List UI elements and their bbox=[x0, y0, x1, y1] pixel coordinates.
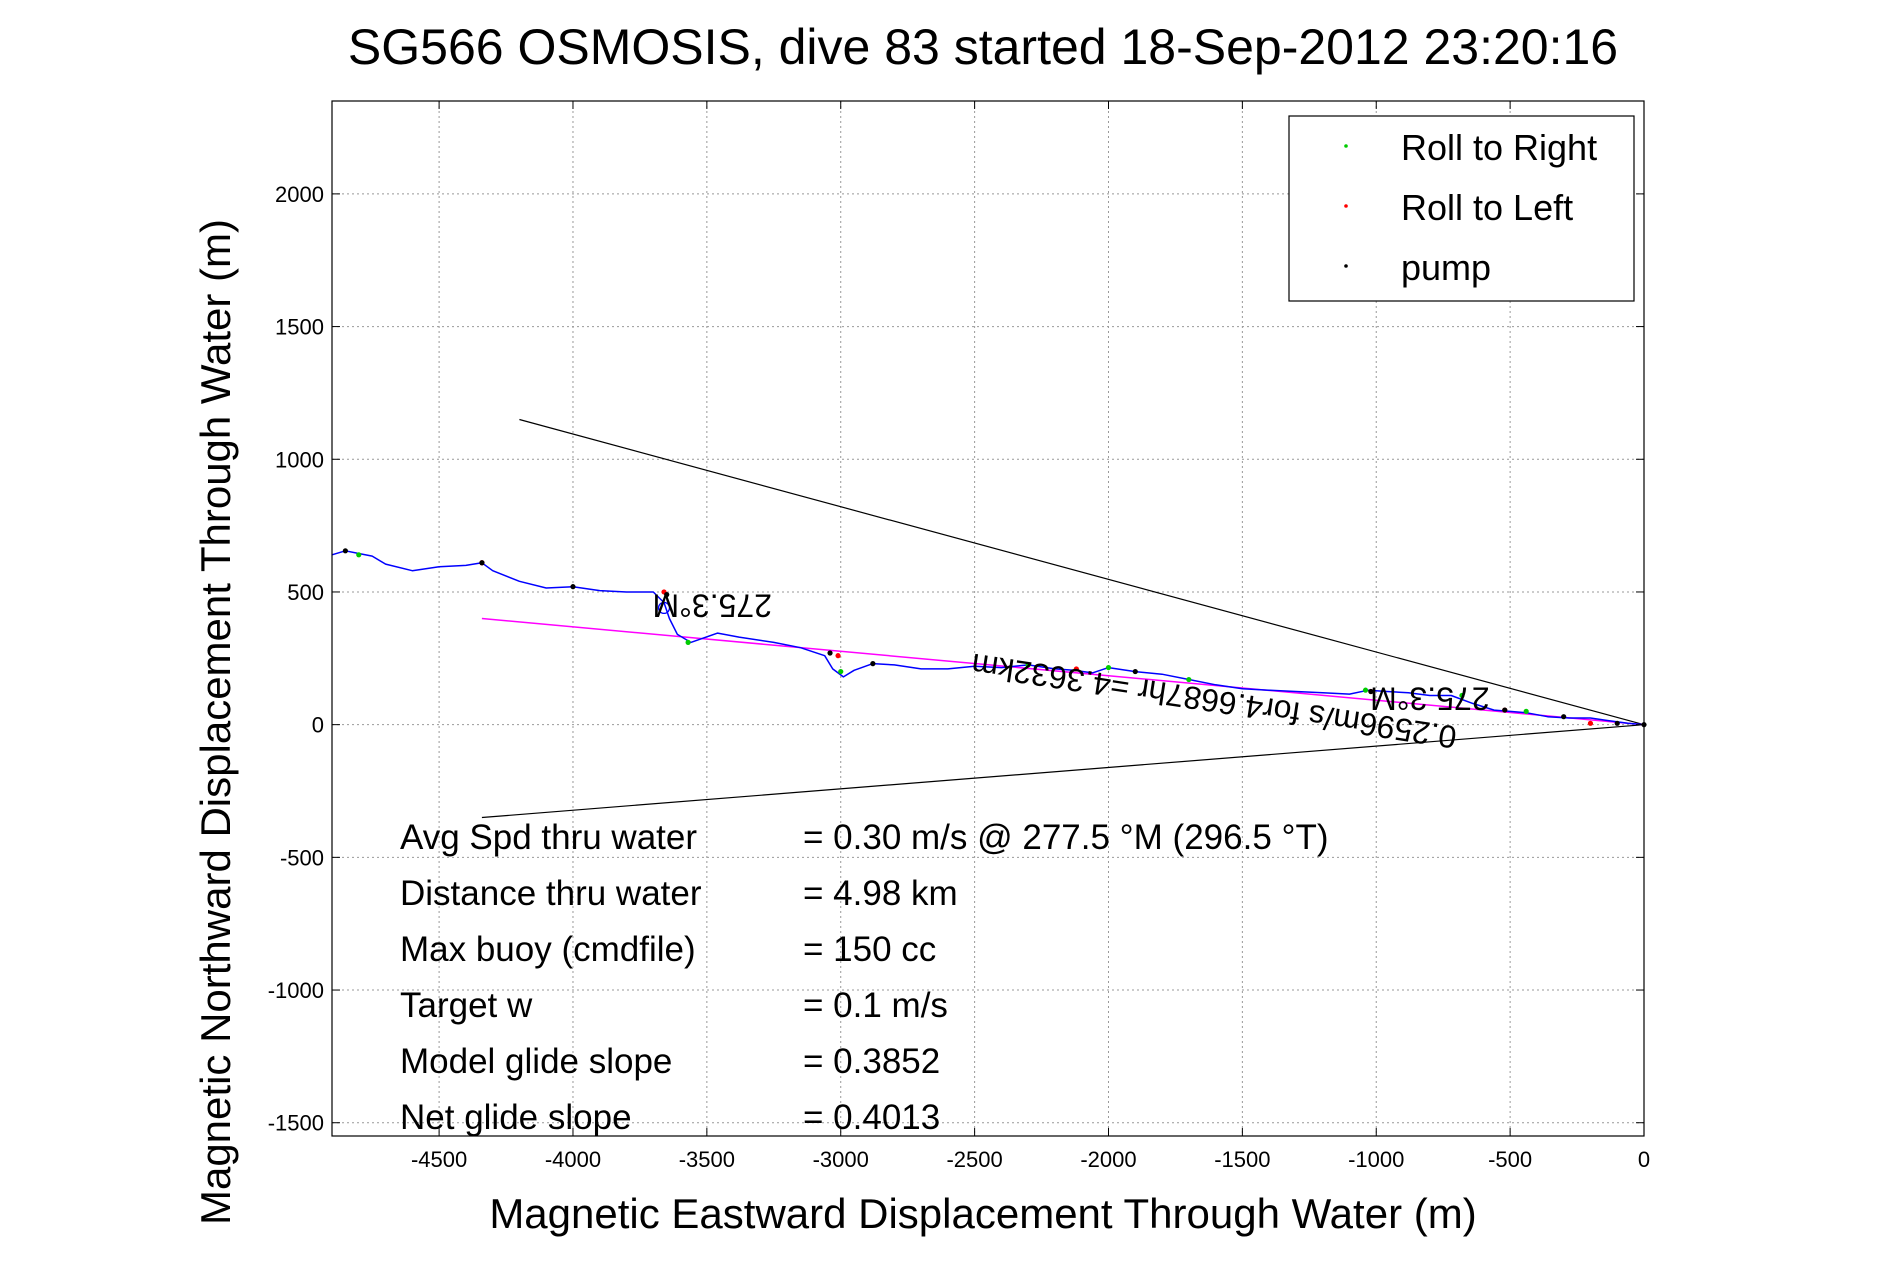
stat-value: = 0.3852 bbox=[803, 1042, 940, 1081]
x-tick-label: -2000 bbox=[1080, 1147, 1136, 1172]
stat-label: Avg Spd thru water bbox=[400, 818, 697, 857]
legend-marker bbox=[1344, 204, 1348, 208]
x-tick-label: -3500 bbox=[679, 1147, 735, 1172]
legend-label: pump bbox=[1401, 247, 1491, 288]
legend-label: Roll to Left bbox=[1401, 187, 1573, 228]
pump-point bbox=[870, 661, 876, 667]
roll-left-point bbox=[1073, 666, 1079, 672]
roll-and-pump-points bbox=[342, 548, 1647, 728]
plot-area-frame bbox=[331, 100, 1645, 1137]
stat-value: = 4.98 km bbox=[803, 874, 958, 913]
legend-marker bbox=[1344, 264, 1348, 268]
pump-point bbox=[570, 584, 576, 590]
x-axis-label: Magnetic Eastward Displacement Through W… bbox=[489, 1190, 1476, 1237]
fit-line bbox=[481, 617, 1645, 726]
grid bbox=[332, 101, 1645, 1136]
y-tick-label: -1500 bbox=[268, 1111, 324, 1136]
open-circle-marker bbox=[657, 601, 671, 615]
y-tick-label: -500 bbox=[280, 845, 324, 870]
pump-point bbox=[1561, 714, 1567, 720]
roll-right-point bbox=[838, 668, 844, 675]
y-tick-label: 0 bbox=[312, 713, 324, 738]
pump-point bbox=[1614, 720, 1620, 726]
dive-track bbox=[331, 550, 1645, 726]
y-tick-label: -1000 bbox=[268, 978, 324, 1003]
stat-label: Target w bbox=[400, 986, 533, 1025]
x-tick-label: -2500 bbox=[946, 1147, 1002, 1172]
roll-right-point bbox=[1362, 687, 1369, 693]
x-tick-label: -1000 bbox=[1348, 1147, 1404, 1172]
pump-point bbox=[664, 592, 670, 598]
y-tick-label: 2000 bbox=[275, 182, 324, 207]
x-tick-label: -500 bbox=[1488, 1147, 1532, 1172]
x-tick-label: 0 bbox=[1638, 1147, 1650, 1172]
roll-right-point bbox=[1105, 664, 1112, 671]
y-tick-label: 500 bbox=[287, 580, 324, 605]
stat-label: Net glide slope bbox=[400, 1098, 632, 1137]
x-tick-label: -3000 bbox=[813, 1147, 869, 1172]
x-tick-label: -4500 bbox=[411, 1147, 467, 1172]
pump-point bbox=[1368, 688, 1374, 695]
stat-label: Model glide slope bbox=[400, 1042, 672, 1081]
roll-right-point bbox=[1523, 708, 1529, 714]
axis-ticks: -4500 -4000 -3500 -3000 -2500 -2000 -1500 -1000… bbox=[268, 101, 1650, 1172]
stats-block: Avg Spd thru water = 0.30 m/s @ 277.5 °M … bbox=[400, 818, 1329, 1137]
roll-left-point bbox=[835, 653, 841, 659]
pump-point bbox=[1132, 668, 1138, 675]
roll-right-point bbox=[356, 552, 362, 558]
fit-line-segment bbox=[481, 617, 1645, 726]
x-tick-label: -4000 bbox=[545, 1147, 601, 1172]
stat-value: = 0.30 m/s @ 277.5 °M (296.5 °T) bbox=[803, 818, 1329, 857]
chart-title: SG566 OSMOSIS, dive 83 started 18-Sep-20… bbox=[348, 19, 1618, 75]
pump-point bbox=[479, 560, 485, 566]
cone-lines bbox=[481, 418, 1645, 819]
stat-value: = 0.4013 bbox=[803, 1098, 940, 1137]
y-axis-label: Magnetic Northward Displacement Through … bbox=[192, 219, 239, 1225]
pump-point bbox=[342, 548, 348, 554]
y-tick-label: 1500 bbox=[275, 315, 324, 340]
annotation-text: 275.3°M bbox=[652, 588, 772, 624]
roll-right-point bbox=[1459, 692, 1465, 699]
pump-point bbox=[1502, 707, 1508, 713]
stat-label: Distance thru water bbox=[400, 874, 702, 913]
cone-upper-line bbox=[519, 418, 1645, 726]
roll-right-point bbox=[1025, 662, 1031, 668]
stat-value: = 0.1 m/s bbox=[803, 986, 948, 1025]
track-line bbox=[331, 550, 1645, 726]
legend-label: Roll to Right bbox=[1401, 127, 1597, 168]
cone-lower-line bbox=[481, 724, 1645, 819]
x-tick-label: -1500 bbox=[1214, 1147, 1270, 1172]
legend-marker bbox=[1344, 144, 1348, 148]
legend: Roll to Right Roll to Left pump bbox=[1288, 115, 1635, 302]
annotation-text: 275.3°M bbox=[1370, 681, 1490, 717]
stat-value: = 150 cc bbox=[803, 930, 936, 969]
y-tick-label: 1000 bbox=[275, 447, 324, 472]
stat-label: Max buoy (cmdfile) bbox=[400, 930, 696, 969]
roll-left-point bbox=[1587, 720, 1594, 726]
pump-point bbox=[827, 650, 833, 656]
roll-right-point bbox=[1186, 676, 1192, 683]
roll-right-point bbox=[685, 639, 691, 645]
